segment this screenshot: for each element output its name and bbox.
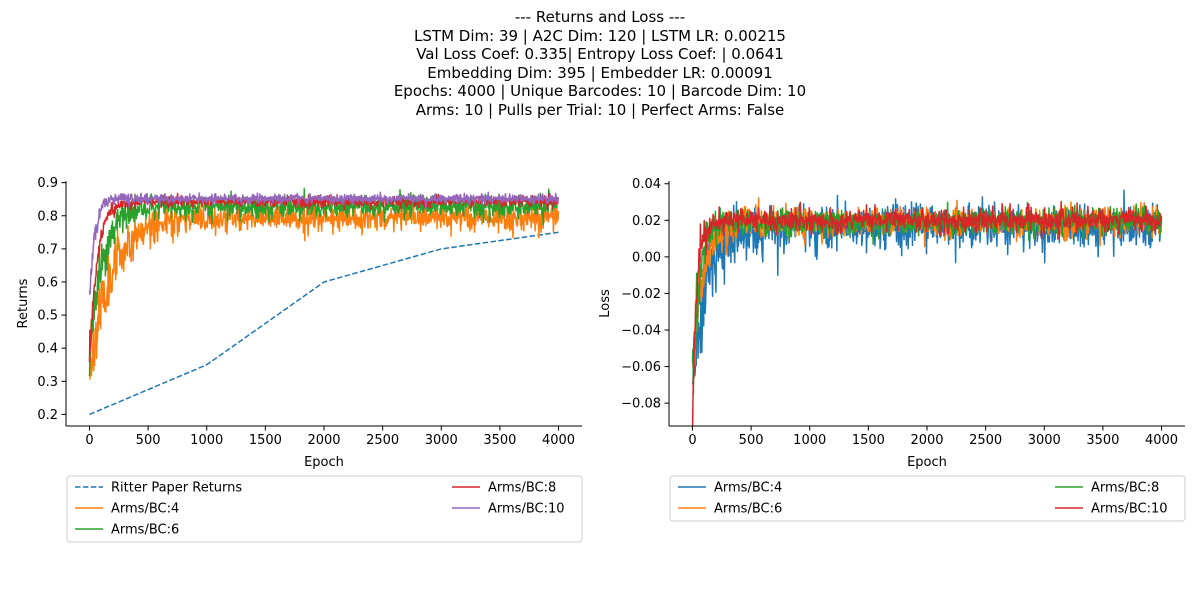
chart-panel-returns: 0 500 1000 1500 2000 2500 3000 3500 4000 0.2 0.3 0.…: [16, 176, 583, 543]
y-tick-label: −0.08: [621, 397, 661, 412]
title-line: Arms: 10 | Pulls per Trial: 10 | Perfect…: [415, 100, 785, 119]
legend-label: Arms/BC:10: [488, 502, 565, 517]
y-tick-label: −0.06: [621, 360, 661, 375]
x-tick-label: 1000: [190, 433, 223, 448]
x-tick-label: 1500: [852, 433, 885, 448]
y-tick-label: 0.2: [37, 408, 58, 423]
x-tick-label: 0: [688, 433, 696, 448]
legend-label: Arms/BC:8: [1091, 481, 1159, 496]
x-axis-label: Epoch: [907, 455, 947, 470]
y-tick-label: 0.7: [37, 242, 58, 257]
x-tick-label: 3500: [1086, 433, 1119, 448]
y-axis-label: Loss: [598, 289, 613, 318]
x-tick-label: 4000: [1145, 433, 1178, 448]
series-line: [691, 200, 1163, 426]
y-tick-label: 0.4: [37, 342, 58, 357]
legend: Ritter Paper Returns Arms/BC:4 Arms/BC:6 Ar…: [66, 475, 583, 543]
series-group: [691, 189, 1163, 426]
x-tick-label: 2500: [969, 433, 1002, 448]
title-line: Val Loss Coef: 0.335| Entropy Loss Coef:…: [416, 45, 784, 64]
x-tick-label: 3000: [425, 433, 458, 448]
series-line: [88, 191, 560, 296]
legend-label: Arms/BC:10: [1091, 502, 1168, 517]
legend-label: Arms/BC:4: [111, 502, 179, 517]
y-tick-label: 0.00: [632, 250, 661, 265]
x-tick-label: 1000: [793, 433, 826, 448]
x-tick-label: 2000: [910, 433, 943, 448]
series-line: [89, 197, 560, 381]
chart-panel-loss: 0 500 1000 1500 2000 2500 3000 3500 4000 −0.08 −0.…: [598, 177, 1186, 522]
title-line: LSTM Dim: 39 | A2C Dim: 120 | LSTM LR: 0…: [414, 26, 786, 45]
y-tick-label: 0.3: [37, 375, 58, 390]
y-tick-label: 0.04: [632, 177, 661, 192]
y-tick-label: 0.5: [37, 309, 58, 324]
legend-box: [66, 475, 583, 543]
title-line: Epochs: 4000 | Unique Barcodes: 10 | Bar…: [393, 82, 807, 101]
x-tick-label: 0: [85, 433, 93, 448]
y-axis-label: Returns: [16, 278, 31, 328]
x-tick-label: 4000: [542, 433, 575, 448]
legend-label: Arms/BC:6: [714, 502, 782, 517]
y-tick-label: −0.04: [621, 324, 661, 339]
x-tick-label: 2000: [307, 433, 340, 448]
x-tick-label: 1500: [249, 433, 282, 448]
legend-label: Arms/BC:6: [111, 523, 179, 538]
x-axis-label: Epoch: [304, 455, 344, 470]
legend-label: Arms/BC:4: [714, 481, 782, 496]
x-tick-label: 500: [136, 433, 161, 448]
x-tick-label: 2500: [366, 433, 399, 448]
series-group: [88, 187, 560, 416]
x-tick-label: 3000: [1028, 433, 1061, 448]
legend: Arms/BC:4 Arms/BC:6 Arms/BC:8 Arms/BC:10: [669, 475, 1186, 522]
y-tick-label: −0.02: [621, 287, 661, 302]
x-tick-label: 500: [739, 433, 764, 448]
x-tick-label: 3500: [483, 433, 516, 448]
title-line: Embedding Dim: 395 | Embedder LR: 0.0009…: [427, 63, 773, 82]
legend-label: Ritter Paper Returns: [111, 481, 242, 496]
y-tick-label: 0.9: [37, 176, 58, 191]
title-line: --- Returns and Loss ---: [514, 8, 686, 26]
y-tick-label: 0.02: [632, 214, 661, 229]
y-tick-label: 0.6: [37, 275, 58, 290]
figure-title: --- Returns and Loss --- LSTM Dim: 39 | …: [0, 8, 1200, 120]
legend-label: Arms/BC:8: [488, 481, 556, 496]
y-tick-label: 0.8: [37, 209, 58, 224]
series-line: [89, 231, 559, 416]
